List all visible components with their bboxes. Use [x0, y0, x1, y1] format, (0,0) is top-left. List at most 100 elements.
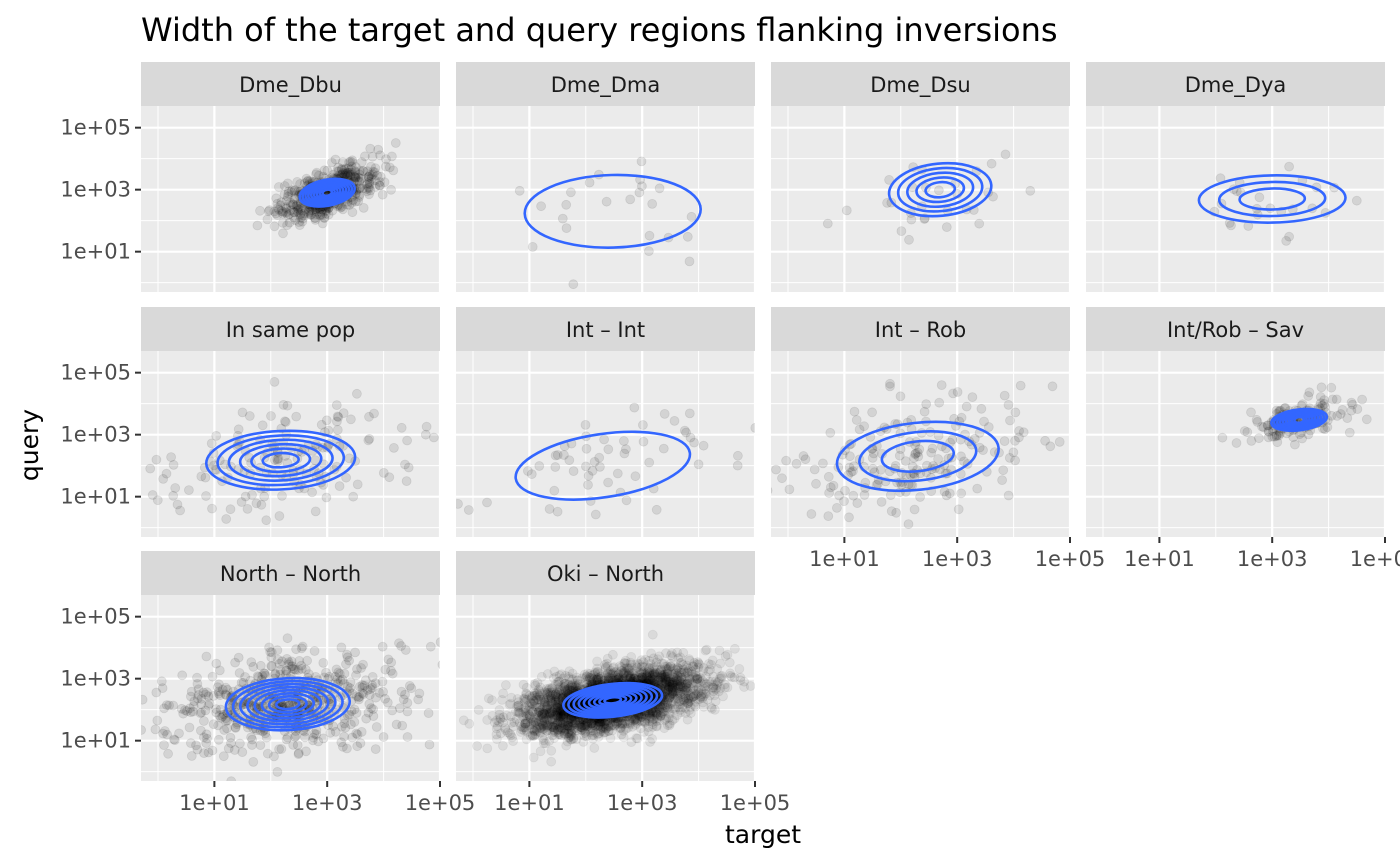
data-point: [304, 207, 315, 218]
data-point: [271, 193, 282, 204]
data-point: [528, 731, 538, 742]
facet-strip: [141, 62, 440, 106]
data-point: [658, 672, 669, 683]
data-point: [201, 651, 212, 662]
data-point: [671, 702, 682, 712]
data-point: [369, 167, 380, 178]
data-point: [642, 667, 653, 677]
data-point: [886, 506, 897, 517]
data-point: [303, 208, 314, 219]
density-contour: [216, 434, 346, 487]
data-point: [550, 727, 560, 737]
data-point: [339, 678, 349, 689]
data-point: [648, 662, 658, 673]
data-point: [680, 688, 690, 699]
data-point: [895, 487, 905, 498]
data-point: [170, 483, 181, 493]
data-point: [363, 171, 374, 182]
data-point: [698, 666, 708, 676]
facet-strip-label: Dme_Dsu: [870, 73, 970, 98]
data-point: [600, 662, 611, 672]
data-point: [279, 181, 290, 191]
data-point: [332, 411, 343, 422]
density-contour: [880, 439, 956, 473]
data-point: [501, 710, 512, 721]
density-contour: [514, 430, 692, 501]
data-point: [681, 685, 691, 696]
x-axis-title: target: [725, 820, 801, 849]
data-point: [649, 662, 660, 673]
data-point: [636, 668, 646, 679]
data-point: [618, 732, 629, 743]
data-point: [259, 668, 270, 679]
data-point: [356, 727, 367, 737]
data-point: [191, 740, 201, 751]
data-point: [568, 682, 578, 693]
facet-strip-label: Dme_Dya: [1185, 73, 1287, 98]
data-point: [512, 701, 523, 712]
data-point: [505, 711, 516, 722]
data-point: [563, 733, 574, 743]
data-point: [523, 466, 533, 476]
data-point: [673, 686, 684, 697]
density-contour: [306, 181, 348, 204]
data-point: [568, 674, 578, 685]
data-point: [221, 514, 232, 524]
data-point: [213, 686, 224, 697]
data-point: [661, 663, 672, 674]
data-point: [288, 199, 299, 210]
data-point: [533, 684, 544, 695]
data-point: [1003, 490, 1014, 501]
data-point: [182, 706, 192, 716]
data-point: [630, 471, 641, 482]
density-contour: [835, 420, 1000, 493]
data-point: [558, 717, 569, 728]
data-point: [839, 496, 849, 507]
data-point: [343, 163, 354, 174]
data-point: [350, 170, 360, 181]
facet-strip-label: Dme_Dbu: [239, 73, 342, 98]
data-point: [706, 676, 717, 687]
data-point: [234, 668, 245, 678]
data-point: [556, 711, 566, 722]
density-contour: [896, 166, 984, 213]
data-point: [279, 189, 290, 200]
facet-strip: [771, 307, 1070, 351]
data-point: [230, 657, 241, 668]
data-point: [560, 724, 570, 734]
data-point: [497, 717, 508, 728]
data-point: [845, 451, 855, 462]
data-point: [169, 734, 179, 745]
data-point: [277, 656, 288, 667]
data-point: [632, 733, 643, 744]
data-point: [634, 659, 645, 669]
data-point: [536, 671, 547, 682]
data-point: [344, 453, 355, 464]
data-point: [1357, 394, 1367, 405]
data-point: [421, 421, 432, 432]
data-point: [252, 220, 263, 231]
data-point: [494, 717, 505, 728]
data-point: [497, 695, 507, 705]
data-point: [325, 727, 336, 738]
data-point: [1005, 415, 1015, 426]
data-point: [338, 408, 349, 419]
data-point: [203, 691, 214, 702]
data-point: [507, 732, 517, 743]
data-point: [333, 162, 344, 173]
data-point: [311, 729, 322, 740]
data-point: [673, 675, 684, 685]
data-point: [317, 209, 328, 220]
data-point: [541, 725, 552, 736]
density-contours: [523, 173, 702, 249]
data-point: [594, 452, 605, 463]
data-point: [732, 460, 743, 471]
data-point: [595, 461, 605, 472]
data-point: [684, 256, 695, 267]
data-point: [936, 380, 947, 391]
data-point: [552, 720, 562, 731]
data-point: [652, 654, 663, 665]
density-contours: [887, 161, 993, 218]
data-point: [386, 657, 397, 668]
data-point: [548, 727, 558, 737]
